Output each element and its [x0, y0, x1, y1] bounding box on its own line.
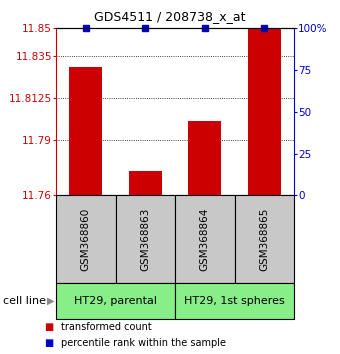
Bar [129, 171, 162, 195]
Bar [188, 121, 221, 195]
Text: cell line: cell line [3, 296, 46, 306]
Text: GSM368863: GSM368863 [140, 207, 150, 271]
Text: ■: ■ [44, 338, 53, 348]
Bar [248, 28, 281, 195]
Text: GSM368865: GSM368865 [259, 207, 269, 271]
Text: ■: ■ [44, 322, 53, 332]
Bar [69, 67, 102, 195]
Text: HT29, parental: HT29, parental [74, 296, 157, 306]
Text: GSM368864: GSM368864 [200, 207, 210, 271]
Text: GDS4511 / 208738_x_at: GDS4511 / 208738_x_at [94, 10, 246, 23]
Text: GSM368860: GSM368860 [81, 208, 91, 271]
Text: percentile rank within the sample: percentile rank within the sample [61, 338, 225, 348]
Text: transformed count: transformed count [61, 322, 151, 332]
Text: HT29, 1st spheres: HT29, 1st spheres [184, 296, 285, 306]
Text: ▶: ▶ [47, 296, 54, 306]
